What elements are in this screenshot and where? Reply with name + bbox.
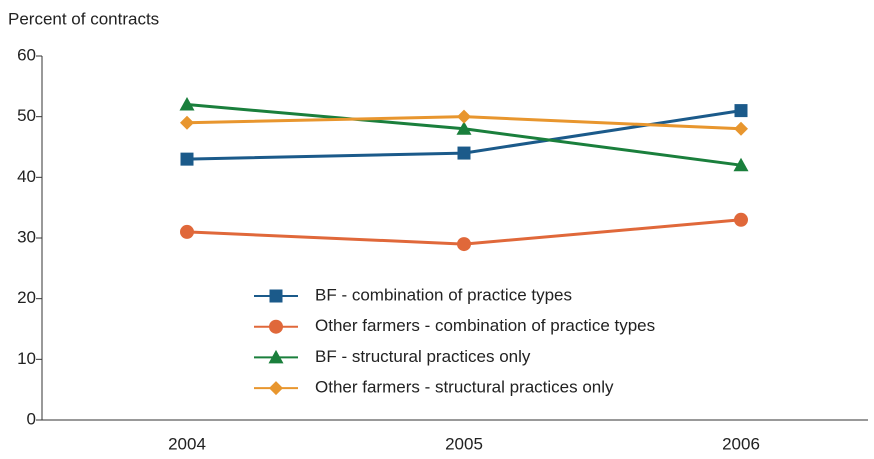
legend-marker xyxy=(269,319,283,334)
marker-circle xyxy=(180,224,194,239)
marker-circle xyxy=(457,237,471,252)
y-tick-label: 20 xyxy=(17,288,36,307)
legend-label: Other farmers - structural practices onl… xyxy=(315,378,614,397)
marker-diamond xyxy=(734,121,748,136)
marker-triangle xyxy=(179,97,195,111)
marker-square xyxy=(180,152,194,166)
y-tick-label: 60 xyxy=(17,45,36,64)
marker-square xyxy=(457,146,471,160)
x-tick-label: 2006 xyxy=(722,434,760,453)
legend-label: Other farmers - combination of practice … xyxy=(315,316,655,335)
legend-marker xyxy=(269,289,283,303)
marker-circle xyxy=(734,212,748,227)
x-tick-label: 2004 xyxy=(168,434,206,453)
y-tick-label: 50 xyxy=(17,106,36,125)
legend-marker xyxy=(268,349,284,364)
y-tick-label: 0 xyxy=(27,409,36,428)
y-tick-label: 30 xyxy=(17,227,36,246)
legend-label: BF - combination of practice types xyxy=(315,285,572,304)
marker-square xyxy=(734,104,748,118)
marker-triangle xyxy=(456,121,472,135)
legend-label: BF - structural practices only xyxy=(315,347,531,366)
marker-diamond xyxy=(180,115,194,130)
y-tick-label: 40 xyxy=(17,167,36,186)
marker-triangle xyxy=(733,157,749,172)
y-axis-label: Percent of contracts xyxy=(8,9,159,28)
x-tick-label: 2005 xyxy=(445,434,483,453)
marker-diamond xyxy=(457,109,471,124)
y-tick-label: 10 xyxy=(17,349,36,368)
legend-marker xyxy=(269,381,283,396)
